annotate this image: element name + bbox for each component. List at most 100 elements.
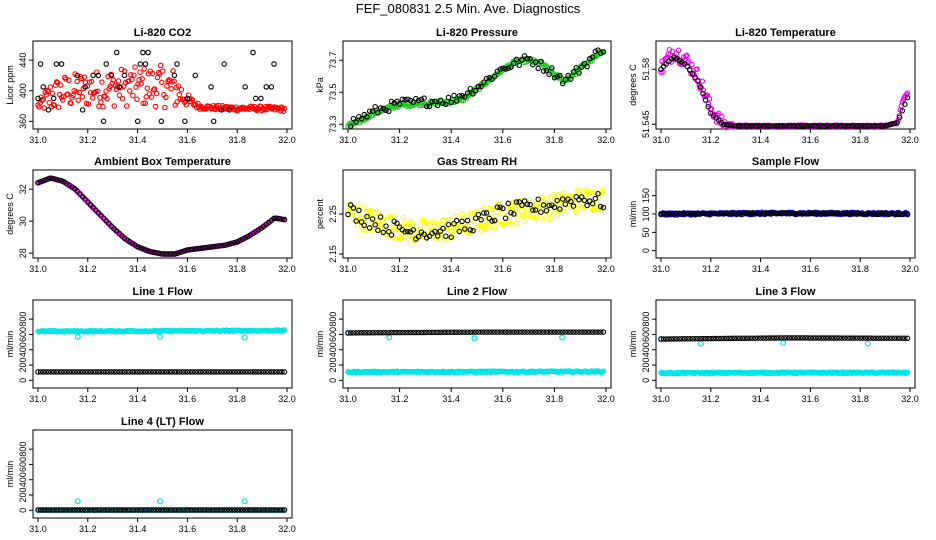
data-point — [426, 329, 433, 336]
data-point — [237, 369, 243, 375]
data-point — [82, 369, 88, 375]
data-point — [684, 336, 690, 342]
data-point — [708, 335, 714, 342]
x-tick-label: 31.4 — [129, 394, 147, 404]
data-point — [208, 507, 214, 513]
data-point — [868, 335, 874, 341]
data-point — [116, 369, 123, 375]
data-point — [823, 335, 829, 341]
data-point — [386, 329, 392, 336]
data-point — [69, 369, 75, 375]
data-point — [810, 210, 816, 216]
data-point — [513, 329, 520, 335]
data-point — [833, 123, 840, 129]
data-point — [768, 335, 774, 341]
data-point — [538, 215, 545, 221]
y-tick-label: 73.5 — [328, 83, 338, 101]
data-point — [383, 107, 389, 114]
data-point — [752, 335, 759, 341]
chart-title: Line 2 Flow — [447, 286, 507, 298]
data-point — [139, 76, 145, 82]
data-point — [142, 507, 149, 513]
data-point — [252, 95, 259, 102]
data-point — [192, 507, 199, 513]
data-point — [681, 336, 688, 342]
data-point — [85, 101, 92, 107]
data-point — [224, 369, 230, 375]
data-point — [106, 507, 112, 513]
data-point — [597, 203, 604, 210]
data-point — [565, 329, 571, 335]
data-point — [391, 225, 397, 231]
x-tick-label: 32.0 — [901, 394, 919, 404]
data-point — [760, 123, 767, 129]
data-point — [203, 369, 209, 375]
data-point — [74, 78, 80, 85]
data-point — [258, 507, 264, 513]
data-point — [189, 369, 196, 375]
data-point — [108, 369, 115, 375]
data-point — [826, 335, 832, 341]
outlier-point — [559, 334, 566, 341]
data-point — [347, 330, 354, 336]
data-point — [184, 247, 191, 253]
data-point — [437, 97, 444, 104]
data-point — [511, 211, 517, 217]
data-point — [576, 329, 582, 335]
data-point — [805, 335, 811, 341]
data-point — [584, 202, 590, 209]
data-point — [266, 369, 272, 375]
data-point — [405, 96, 411, 103]
x-tick-label: 31.2 — [702, 264, 720, 274]
y-tick-label: 0 — [641, 248, 651, 253]
data-point — [445, 329, 452, 336]
x-tick-label: 31.0 — [652, 394, 670, 404]
data-point — [763, 209, 769, 216]
chart-title: Line 3 Flow — [756, 286, 816, 298]
chart-panel-3: Li-820 Temperature 31.0 31.2 31.4 31.6 31.8 32… — [628, 27, 919, 145]
data-point — [115, 78, 122, 84]
data-point — [364, 213, 370, 220]
plot-frame — [32, 169, 293, 259]
y-tick-label: 200 — [18, 358, 28, 373]
data-point — [459, 329, 465, 335]
data-point — [860, 123, 866, 129]
x-tick-label: 31.8 — [546, 135, 564, 145]
data-point — [63, 76, 69, 82]
data-point — [410, 227, 416, 233]
data-point — [538, 209, 544, 215]
data-point — [865, 335, 871, 341]
data-point — [544, 216, 550, 222]
data-point — [200, 507, 206, 513]
data-point — [747, 210, 753, 216]
data-point — [508, 209, 514, 216]
data-point — [276, 369, 283, 375]
data-point — [281, 369, 288, 375]
data-point — [904, 369, 911, 376]
data-point — [702, 211, 709, 217]
x-tick-label: 31.6 — [494, 394, 512, 404]
data-point — [263, 507, 269, 513]
data-point — [361, 222, 368, 229]
data-point — [184, 369, 191, 375]
series-black — [658, 209, 911, 218]
data-point — [847, 123, 853, 129]
data-point — [550, 192, 556, 198]
data-point — [145, 248, 151, 254]
data-point — [805, 211, 811, 217]
data-point — [35, 369, 41, 375]
data-point — [459, 218, 465, 225]
data-point — [35, 507, 41, 513]
data-point — [174, 99, 180, 105]
data-point — [218, 107, 225, 113]
data-point — [584, 63, 590, 70]
data-point — [508, 221, 515, 227]
data-point — [50, 176, 57, 182]
data-point — [538, 58, 544, 65]
data-point — [543, 329, 550, 335]
data-point — [182, 369, 188, 375]
data-point — [791, 335, 798, 341]
data-point — [260, 369, 267, 375]
data-point — [160, 68, 166, 74]
data-point — [366, 225, 373, 231]
